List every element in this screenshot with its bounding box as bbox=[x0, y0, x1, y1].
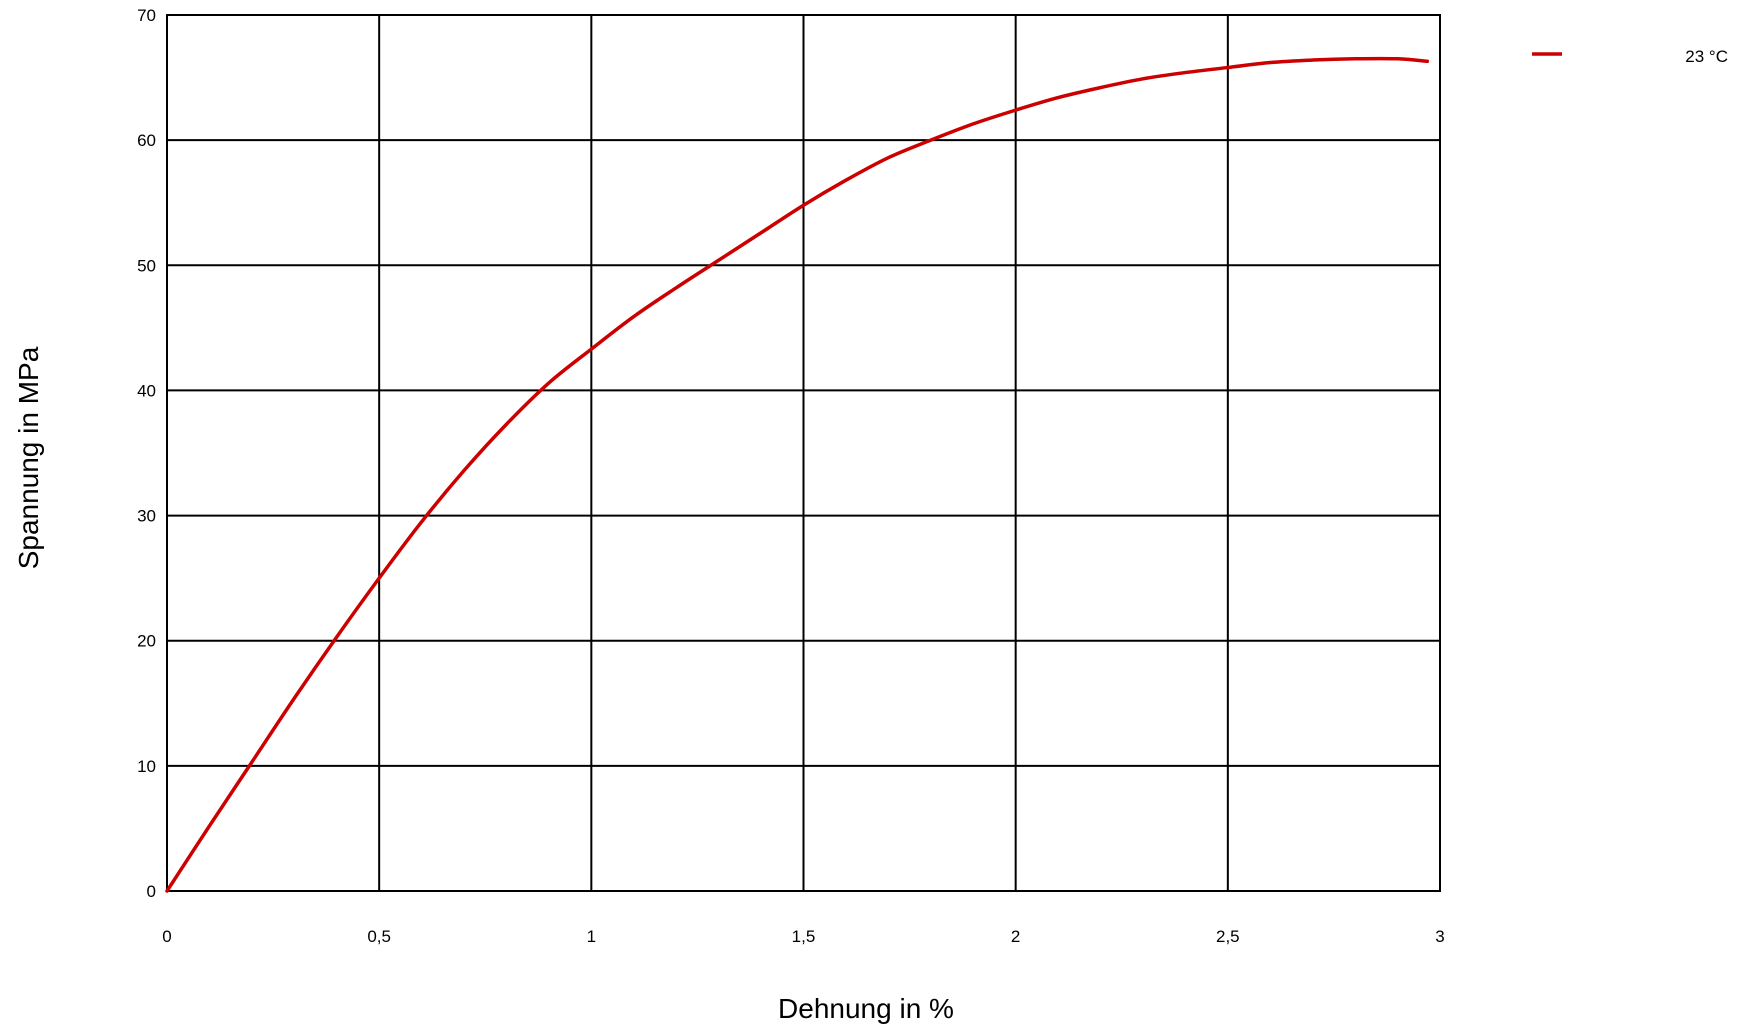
axes bbox=[166, 14, 1441, 892]
x-tick-label: 2 bbox=[1011, 927, 1020, 946]
x-tick-label: 2,5 bbox=[1216, 927, 1240, 946]
x-tick-label: 1 bbox=[587, 927, 596, 946]
y-tick-label: 30 bbox=[137, 507, 156, 526]
y-tick-label: 70 bbox=[137, 6, 156, 25]
plot-frame bbox=[166, 14, 1441, 892]
y-tick-label: 60 bbox=[137, 131, 156, 150]
y-tick-label: 50 bbox=[137, 256, 156, 275]
y-axis-title: Spannung in MPa bbox=[13, 346, 44, 569]
x-tick-label: 0 bbox=[162, 927, 171, 946]
x-tick-label: 3 bbox=[1435, 927, 1444, 946]
y-tick-label: 40 bbox=[137, 381, 156, 400]
series bbox=[165, 56, 1430, 893]
series-line-23c bbox=[165, 56, 1430, 893]
x-axis-title: Dehnung in % bbox=[778, 993, 954, 1024]
x-tick-label: 0,5 bbox=[367, 927, 391, 946]
legend-label-23c: 23 °C bbox=[1685, 47, 1728, 66]
y-tick-label: 20 bbox=[137, 632, 156, 651]
y-tick-label: 10 bbox=[137, 757, 156, 776]
x-tick-label: 1,5 bbox=[792, 927, 816, 946]
y-tick-label: 0 bbox=[147, 882, 156, 901]
legend: 23 °C bbox=[1532, 47, 1728, 66]
grid bbox=[166, 14, 1441, 892]
